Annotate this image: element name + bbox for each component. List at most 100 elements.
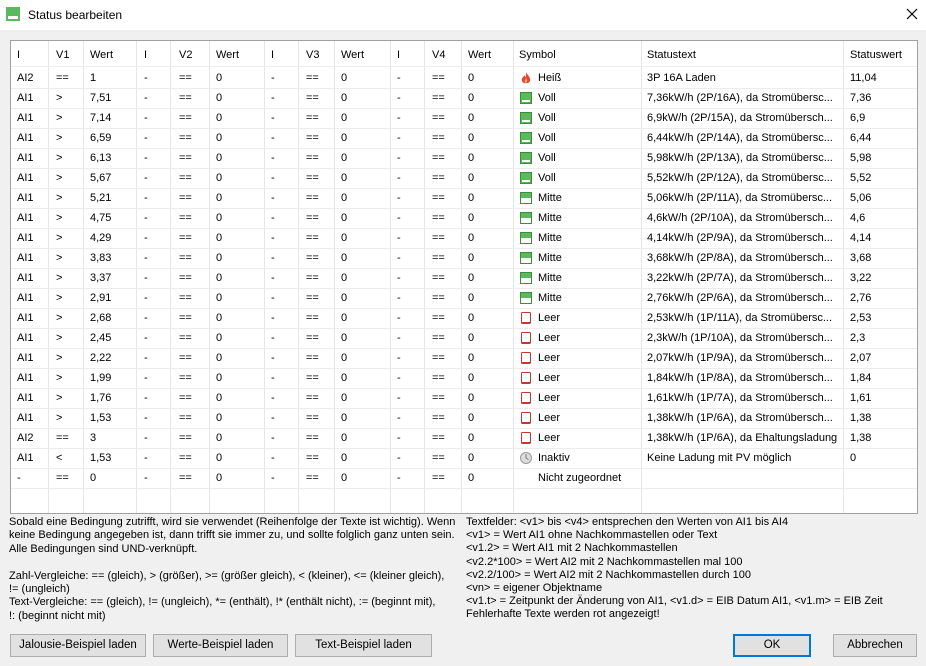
symbol-icon [520, 212, 532, 224]
row-divider [11, 388, 917, 389]
cell: == [306, 172, 319, 184]
cell: == [306, 132, 319, 144]
cell: == [432, 292, 445, 304]
cell: == [179, 112, 192, 124]
cell: 0 [341, 152, 348, 164]
cell: - [397, 232, 401, 244]
symbol-icon [520, 272, 532, 284]
cell: AI1 [17, 212, 34, 224]
cell: 6,9kW/h (2P/15A), da Stromübersch... [647, 112, 833, 124]
cell: == [179, 312, 192, 324]
cell: == [306, 472, 319, 484]
cell: 0 [341, 432, 348, 444]
cell: AI1 [17, 292, 34, 304]
cell: 5,67 [90, 172, 112, 184]
symbol-icon [521, 372, 531, 384]
row-divider [11, 408, 917, 409]
symbol-icon [520, 292, 532, 304]
cell: == [179, 332, 192, 344]
cell: - [144, 432, 148, 444]
cell: == [56, 472, 69, 484]
cell: - [144, 472, 148, 484]
app-icon [6, 7, 20, 21]
cell: 5,06kW/h (2P/11A), da Stromübersc... [647, 192, 833, 204]
cell: == [432, 472, 445, 484]
cell: 0 [341, 232, 348, 244]
werte-button[interactable]: Werte-Beispiel laden [153, 634, 288, 657]
column-divider [209, 41, 210, 513]
text-button[interactable]: Text-Beispiel laden [295, 634, 432, 657]
cell: 7,36kW/h (2P/16A), da Stromübersc... [647, 92, 833, 104]
help-text: <v2.2*100> = Wert AI2 mit 2 Nachkommaste… [466, 555, 743, 568]
close-button[interactable] [906, 8, 918, 20]
cell: - [271, 472, 275, 484]
cell: == [179, 252, 192, 264]
cell: - [397, 412, 401, 424]
ok-button[interactable]: OK [733, 634, 811, 657]
column-divider [264, 41, 265, 513]
cancel-button[interactable]: Abbrechen [833, 634, 917, 657]
symbol-name: Voll [538, 152, 556, 164]
cell: 0 [468, 372, 475, 384]
row-divider [11, 488, 917, 489]
cell: == [306, 272, 319, 284]
cell: AI2 [17, 72, 34, 84]
column-header: V3 [306, 49, 320, 61]
cell: AI1 [17, 112, 34, 124]
help-text: <v1.t> = Zeitpunkt der Änderung von AI1,… [466, 595, 883, 608]
symbol-name: Leer [538, 372, 561, 384]
cell: AI2 [17, 432, 34, 444]
cell: 0 [341, 212, 348, 224]
cell: 4,29 [90, 232, 112, 244]
cell: 5,98 [850, 152, 872, 164]
cell: 1,84 [850, 372, 872, 384]
cell: 0 [468, 332, 475, 344]
cell: 4,14 [850, 232, 872, 244]
symbol-icon [520, 132, 532, 144]
cell: AI1 [17, 452, 34, 464]
column-header: V2 [179, 49, 193, 61]
cell: - [271, 172, 275, 184]
cell: AI1 [17, 192, 34, 204]
cell: 0 [341, 132, 348, 144]
cell: 0 [216, 152, 223, 164]
column-header: Statustext [647, 49, 696, 61]
cell: AI1 [17, 412, 34, 424]
cell: == [306, 152, 319, 164]
column-header: I [144, 49, 148, 61]
symbol-icon [520, 192, 532, 204]
cell: 0 [468, 232, 475, 244]
symbol-name: Mitte [538, 192, 562, 204]
row-divider [11, 208, 917, 209]
cell: == [306, 452, 319, 464]
column-header: I [271, 49, 275, 61]
jalousie-button[interactable]: Jalousie-Beispiel laden [10, 634, 146, 657]
cell: - [271, 72, 275, 84]
cell: 5,98kW/h (2P/13A), da Stromübersc... [647, 152, 833, 164]
cell: - [397, 72, 401, 84]
cell: 0 [468, 412, 475, 424]
cell: - [397, 392, 401, 404]
cell: - [144, 112, 148, 124]
cell: == [432, 272, 445, 284]
cell: == [306, 252, 319, 264]
cell: == [179, 412, 192, 424]
help-text: Alle Bedingungen sind UND-verknüpft. [9, 542, 198, 555]
row-divider [11, 468, 917, 469]
cell: == [179, 72, 192, 84]
cell: - [271, 92, 275, 104]
cell: == [179, 272, 192, 284]
cell: == [306, 412, 319, 424]
cell: 2,3kW/h (1P/10A), da Stromübersch... [647, 332, 833, 344]
cell: 2,07 [850, 352, 872, 364]
symbol-icon [520, 152, 532, 164]
cell: == [306, 372, 319, 384]
row-divider [11, 148, 917, 149]
cell: - [271, 432, 275, 444]
cell: 2,68 [90, 312, 112, 324]
symbol-icon [521, 312, 531, 324]
cell: - [144, 92, 148, 104]
cell: > [56, 412, 63, 424]
cell: 0 [341, 412, 348, 424]
